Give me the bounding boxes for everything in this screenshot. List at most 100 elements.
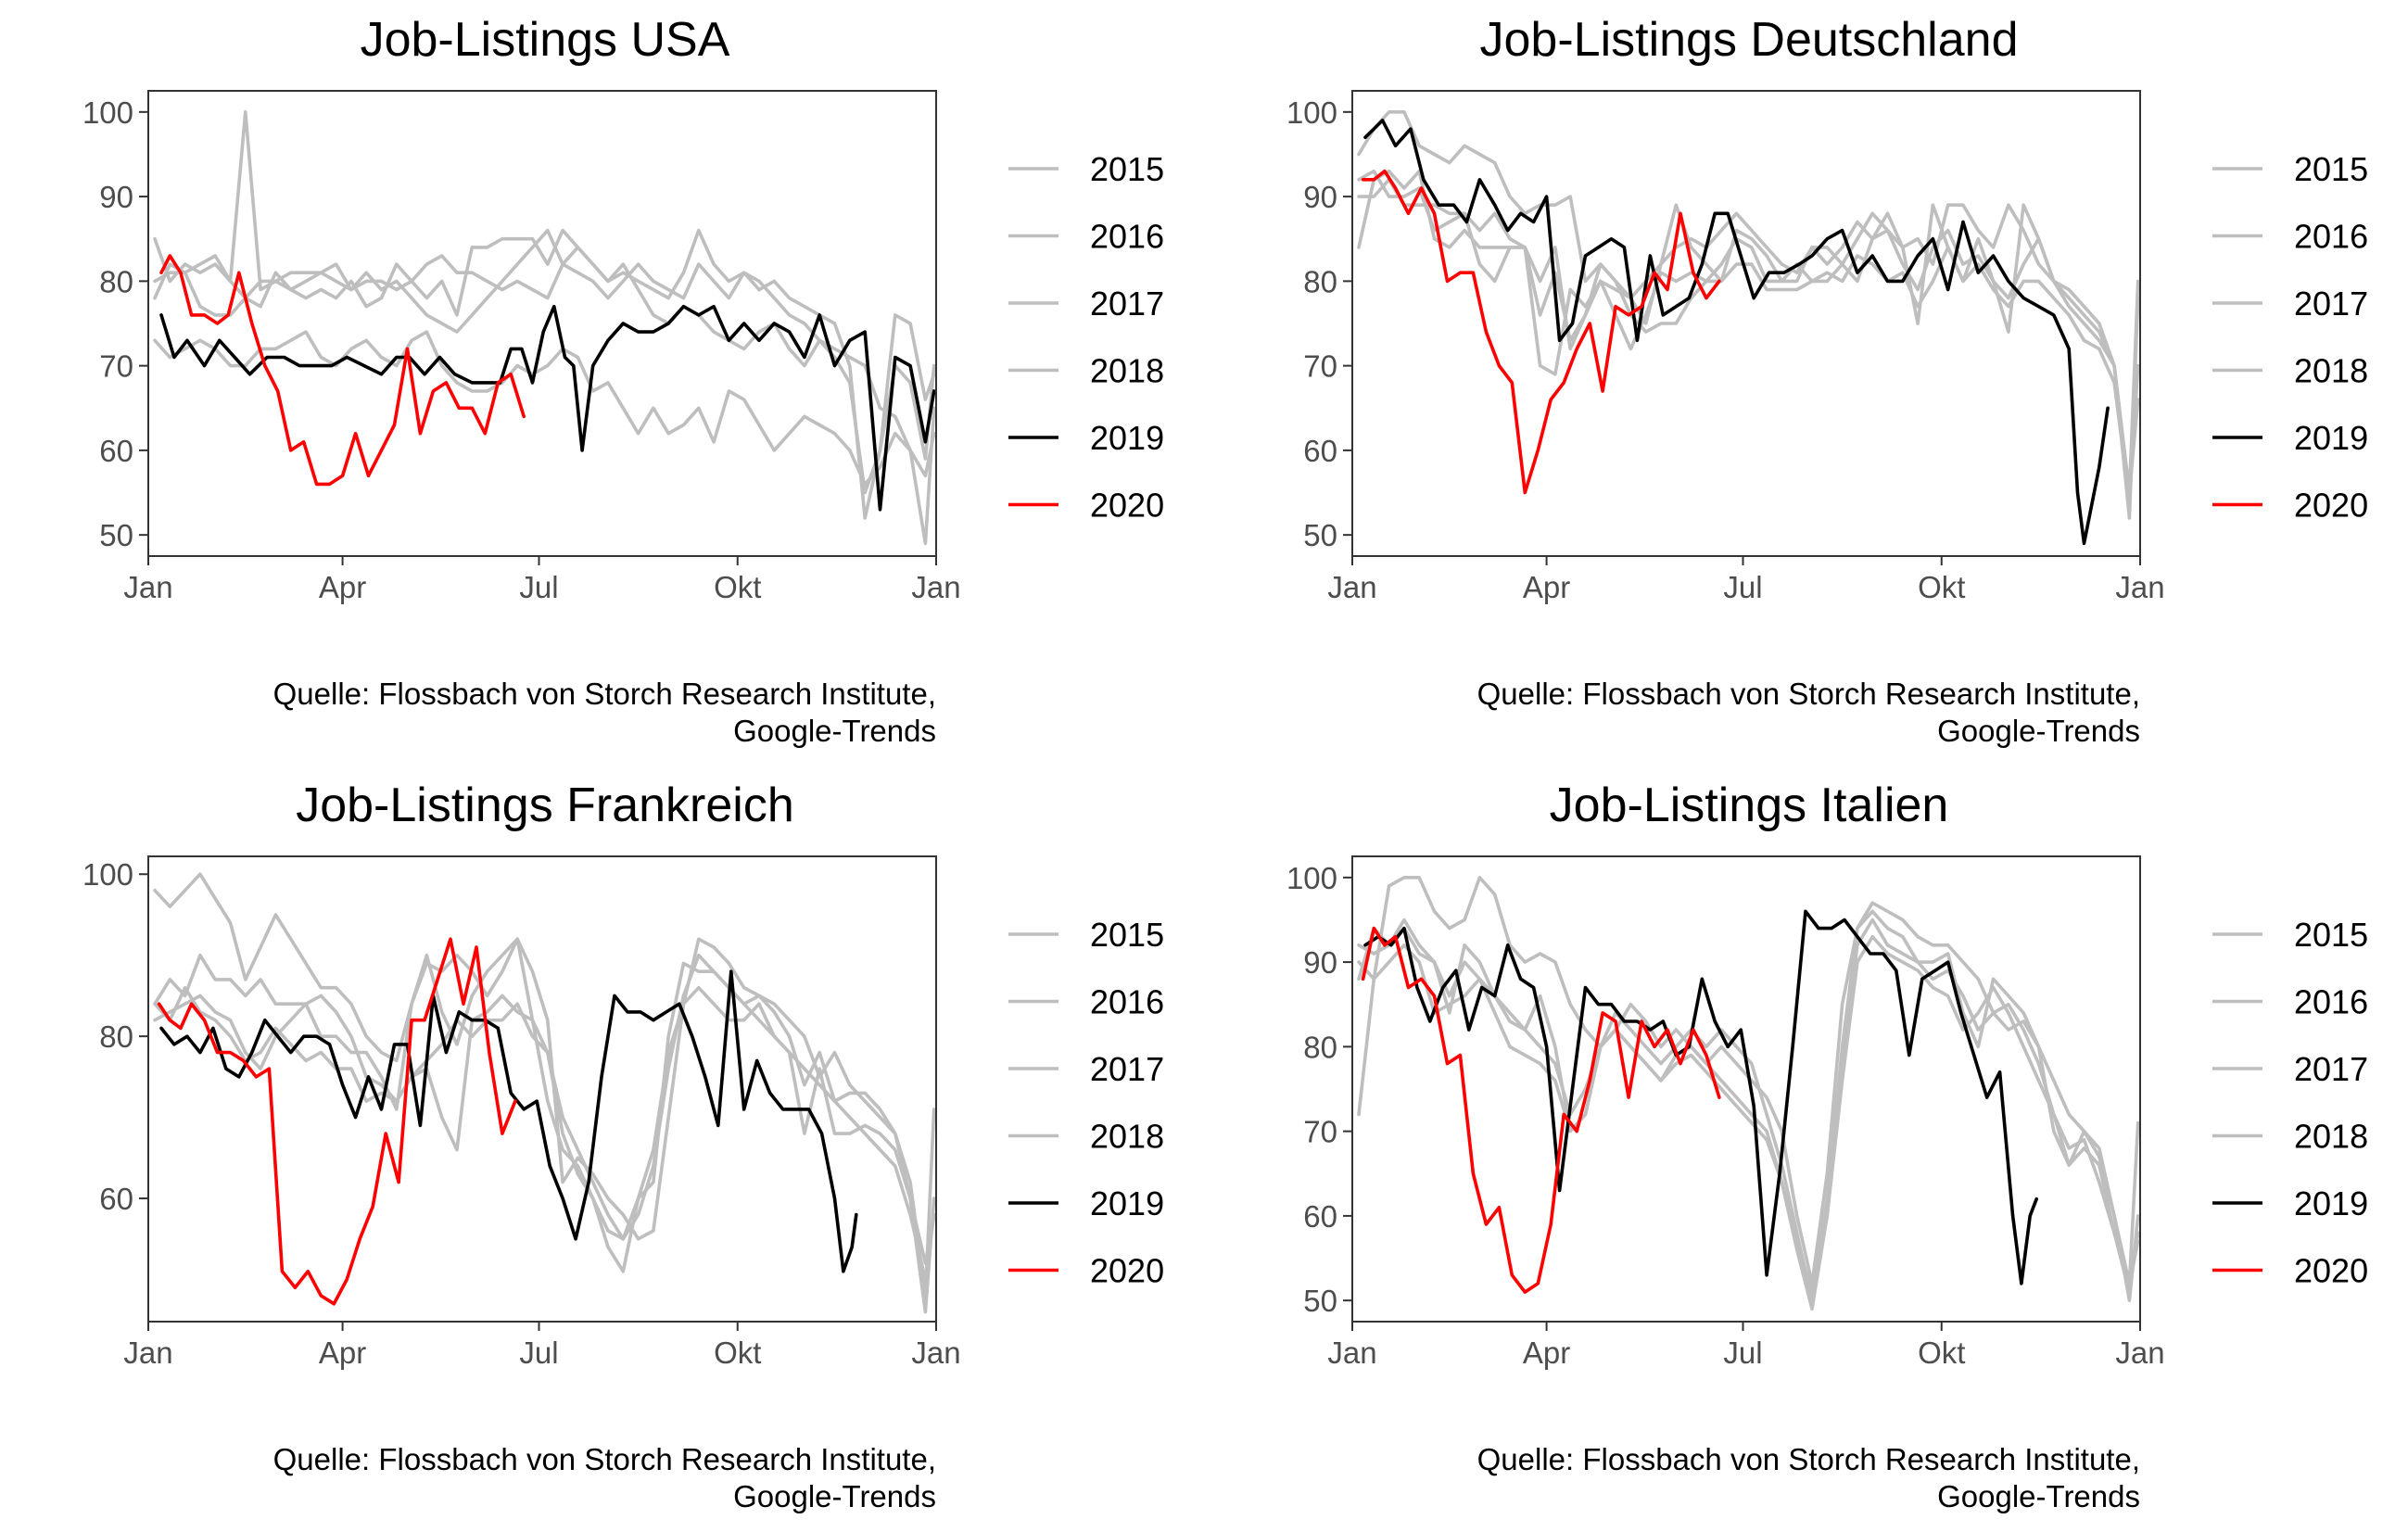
source-caption: Quelle: Flossbach von Storch Research In… xyxy=(273,1442,936,1476)
source-caption: Google-Trends xyxy=(733,1479,936,1513)
chart-svg: Job-Listings Frankreich 60 80 100 Jan Apr Jul O… xyxy=(82,779,1164,1513)
source-caption: Google-Trends xyxy=(733,714,936,748)
y-tick-label: 60 xyxy=(99,1182,133,1216)
chart-panel-frankreich: Job-Listings Frankreich 60 80 100 Jan Apr Jul O… xyxy=(0,766,1204,1531)
y-tick-label: 50 xyxy=(1303,1284,1337,1318)
series-line-2016 xyxy=(1357,909,2140,1302)
y-tick-label: 80 xyxy=(1303,1030,1337,1064)
legend-label: 2019 xyxy=(2294,1184,2368,1222)
x-tick-label: Jan xyxy=(911,570,960,604)
x-tick-label: Jan xyxy=(1327,570,1376,604)
x-tick-label: Jan xyxy=(1327,1336,1376,1370)
x-tick-label: Jul xyxy=(1723,1336,1762,1370)
y-tick-label: 100 xyxy=(1286,861,1337,895)
source-caption: Quelle: Flossbach von Storch Research In… xyxy=(273,677,936,711)
legend-label: 2017 xyxy=(2294,285,2368,323)
y-tick-label: 70 xyxy=(1303,349,1337,384)
legend-label: 2018 xyxy=(1090,352,1164,390)
source-caption: Google-Trends xyxy=(1937,714,2140,748)
series-line-2015 xyxy=(153,228,936,478)
series-line-2017 xyxy=(153,228,936,495)
legend-label: 2017 xyxy=(2294,1050,2368,1088)
x-tick-label: Okt xyxy=(714,570,761,604)
chart-svg: Job-Listings Deutschland 50 60 70 80 90 100 Jan… xyxy=(1286,13,2368,748)
x-tick-label: Apr xyxy=(319,570,366,604)
plot-border xyxy=(147,90,937,557)
y-tick-label: 100 xyxy=(82,95,133,130)
legend-label: 2015 xyxy=(1090,916,1164,954)
x-tick-label: Jan xyxy=(911,1336,960,1370)
x-tick-label: Apr xyxy=(319,1336,366,1370)
y-tick-label: 60 xyxy=(99,434,133,468)
legend-label: 2018 xyxy=(1090,1118,1164,1156)
x-tick-label: Apr xyxy=(1523,1336,1570,1370)
legend-label: 2019 xyxy=(2294,419,2368,457)
y-tick-label: 80 xyxy=(99,264,133,298)
legend-label: 2020 xyxy=(2294,1252,2368,1290)
legend-label: 2020 xyxy=(1090,487,1164,525)
y-tick-label: 60 xyxy=(1303,434,1337,468)
series-line-2018 xyxy=(1357,169,2140,503)
legend: 2015 2016 2017 2018 2019 2020 xyxy=(2212,916,2368,1290)
legend-label: 2018 xyxy=(2294,1118,2368,1156)
plot-border xyxy=(1351,855,2141,1323)
chart-title: Job-Listings Deutschland xyxy=(1480,13,2019,67)
series-line-2015 xyxy=(153,872,936,1298)
x-tick-label: Okt xyxy=(1918,570,1965,604)
chart-panel-deutschland: Job-Listings Deutschland 50 60 70 80 90 100 Jan… xyxy=(1204,0,2408,766)
series-line-2019 xyxy=(159,969,858,1273)
legend-label: 2020 xyxy=(2294,487,2368,525)
x-tick-label: Jul xyxy=(1723,570,1762,604)
x-tick-label: Jul xyxy=(519,1336,558,1370)
series-line-2016 xyxy=(153,110,936,520)
legend-label: 2019 xyxy=(1090,1184,1164,1222)
legend: 2015 2016 2017 2018 2019 2020 xyxy=(2212,150,2368,525)
series-line-2019 xyxy=(159,304,936,512)
chart-title: Job-Listings Italien xyxy=(1550,779,1949,832)
series-line-2015 xyxy=(1357,110,2140,495)
y-tick-label: 90 xyxy=(1303,180,1337,214)
y-tick-label: 70 xyxy=(1303,1115,1337,1149)
series-line-2016 xyxy=(1357,169,2140,520)
series-line-2019 xyxy=(1363,119,2110,546)
legend-label: 2015 xyxy=(2294,916,2368,954)
legend-label: 2019 xyxy=(1090,419,1164,457)
series-line-2019 xyxy=(1363,909,2038,1285)
legend: 2015 2016 2017 2018 2019 2020 xyxy=(1008,916,1164,1290)
x-tick-label: Jul xyxy=(519,570,558,604)
chart-panel-usa: Job-Listings USA 50 60 70 80 90 100 Jan Apr Jul Ok… xyxy=(0,0,1204,766)
chart-svg: Job-Listings Italien 50 60 70 80 90 100 Jan Apr J… xyxy=(1286,779,2368,1513)
series-group xyxy=(1357,876,2140,1311)
y-tick-label: 50 xyxy=(1303,518,1337,552)
series-group xyxy=(153,110,936,546)
y-tick-label: 50 xyxy=(99,518,133,552)
source-caption: Quelle: Flossbach von Storch Research In… xyxy=(1477,1442,2140,1476)
legend-label: 2018 xyxy=(2294,352,2368,390)
series-line-2018 xyxy=(153,330,936,546)
y-tick-label: 90 xyxy=(99,180,133,214)
legend-label: 2017 xyxy=(1090,1050,1164,1088)
legend-label: 2015 xyxy=(1090,150,1164,188)
plot-border xyxy=(1351,90,2141,557)
chart-title: Job-Listings USA xyxy=(361,13,730,67)
x-tick-label: Jan xyxy=(2115,1336,2164,1370)
series-line-2017 xyxy=(153,953,936,1282)
y-tick-label: 100 xyxy=(1286,95,1337,130)
series-line-2020 xyxy=(1361,169,1721,495)
chart-panel-italien: Job-Listings Italien 50 60 70 80 90 100 Jan Apr J… xyxy=(1204,766,2408,1531)
series-group xyxy=(1357,110,2140,546)
legend-label: 2016 xyxy=(1090,218,1164,256)
series-line-2020 xyxy=(1361,926,1721,1294)
legend-label: 2015 xyxy=(2294,150,2368,188)
series-line-2018 xyxy=(1357,934,2140,1294)
series-line-2017 xyxy=(1357,918,2140,1311)
legend-label: 2020 xyxy=(1090,1252,1164,1290)
y-tick-label: 70 xyxy=(99,349,133,384)
x-tick-label: Jan xyxy=(123,1336,172,1370)
x-tick-label: Jan xyxy=(123,570,172,604)
legend: 2015 2016 2017 2018 2019 2020 xyxy=(1008,150,1164,525)
source-caption: Quelle: Flossbach von Storch Research In… xyxy=(1477,677,2140,711)
legend-label: 2016 xyxy=(2294,983,2368,1021)
y-tick-label: 60 xyxy=(1303,1199,1337,1234)
